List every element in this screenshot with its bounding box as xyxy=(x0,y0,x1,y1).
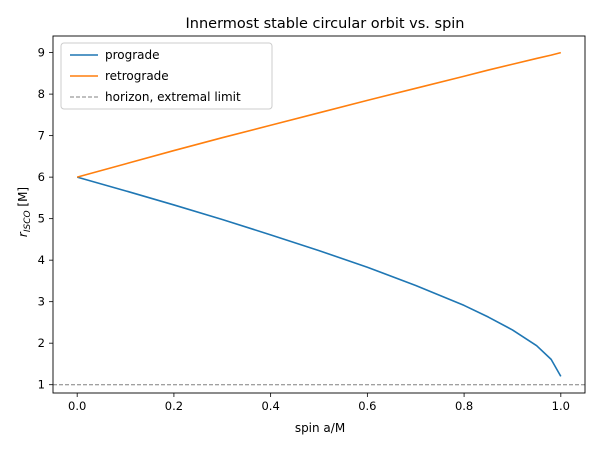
y-axis-label-sub: ISCO xyxy=(23,210,33,232)
y-axis-label-main: r xyxy=(16,231,30,237)
y-tick-label-1: 2 xyxy=(38,336,45,350)
x-tick-label-1: 0.2 xyxy=(165,399,183,413)
legend-label-0: prograde xyxy=(105,48,160,62)
x-tick-label-3: 0.6 xyxy=(358,399,376,413)
legend: prograde retrograde horizon, extremal limi… xyxy=(60,42,273,110)
y-tick-label-5: 6 xyxy=(38,170,45,184)
series-layer xyxy=(53,51,585,386)
x-tick-label-4: 0.8 xyxy=(455,399,473,413)
legend-label-2: horizon, extremal limit xyxy=(105,90,241,104)
y-tick-label-0: 1 xyxy=(38,378,45,392)
y-tick-label-6: 7 xyxy=(38,129,45,143)
x-tick-label-5: 1.0 xyxy=(552,399,570,413)
y-axis-label: rISCO [M] xyxy=(16,187,33,237)
legend-label-1: retrograde xyxy=(105,69,169,83)
y-tick-label-2: 3 xyxy=(38,295,45,309)
x-tick-label-2: 0.4 xyxy=(261,399,279,413)
y-tick-label-8: 9 xyxy=(38,46,45,60)
y-tick-label-7: 8 xyxy=(38,87,45,101)
series-line-0 xyxy=(76,176,562,377)
y-axis-label-unit: [M] xyxy=(16,187,30,211)
x-tick-label-0: 0.0 xyxy=(68,399,86,413)
y-tick-label-4: 5 xyxy=(38,212,45,226)
plot-frame xyxy=(52,35,586,394)
legend-box xyxy=(60,42,273,110)
x-axis-label: spin a/M xyxy=(295,421,345,435)
y-tick-label-3: 4 xyxy=(38,253,45,267)
series-line-1 xyxy=(76,51,562,178)
axes-layer: 0.0 0.2 0.4 0.6 0.8 1.0 1 2 3 4 5 6 7 8 9 xyxy=(38,35,586,413)
chart-title: Innermost stable circular orbit vs. spin xyxy=(186,16,465,32)
